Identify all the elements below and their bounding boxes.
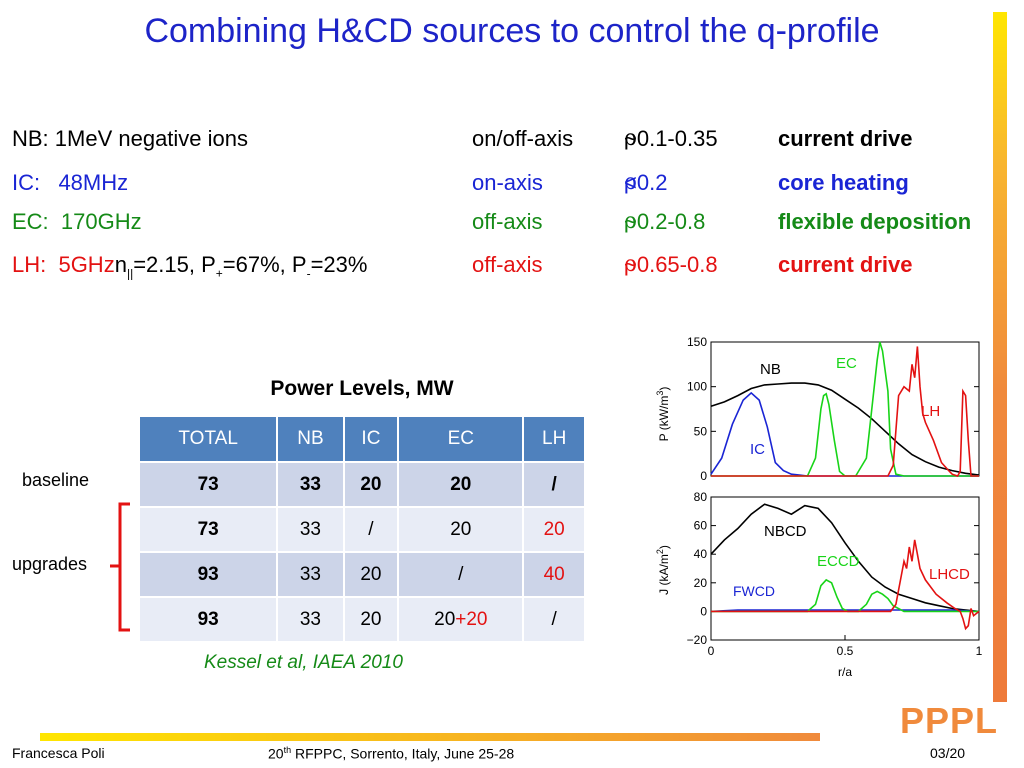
table-cell: 20 <box>397 461 525 508</box>
y-tick-label: −20 <box>687 633 708 647</box>
table-cell: / <box>522 461 586 508</box>
series-label: ECCD <box>817 553 860 570</box>
table-row: 93 33 20/40 <box>137 551 586 598</box>
y-tick-label: 0 <box>700 469 707 483</box>
y-tick-label: 60 <box>694 519 708 533</box>
row-label-baseline: baseline <box>22 470 90 490</box>
y-tick-label: 50 <box>694 424 708 438</box>
table-cell: 33 <box>276 506 345 553</box>
source-rho: ρ ~0.2-0.8 <box>624 209 706 234</box>
series-line-nb <box>710 382 980 476</box>
series-line-lhcd <box>711 539 980 631</box>
table-header-row: TOTAL NB IC EC LH <box>137 415 586 463</box>
sidebar-accent-bar <box>993 12 1007 702</box>
source-rho: ρ <0.2 <box>624 170 668 195</box>
table-cell: / <box>522 596 586 643</box>
table-header-cell: TOTAL <box>137 415 279 463</box>
x-tick-label: 1 <box>976 644 983 658</box>
table-cell: 33 <box>276 596 345 643</box>
table-header-cell: EC <box>397 415 525 463</box>
series-line-lh <box>711 346 979 477</box>
footer-bar <box>40 733 820 741</box>
series-label: NBCD <box>764 523 807 540</box>
series-label: IC <box>750 441 765 458</box>
upgrades-bracket <box>110 502 130 632</box>
y-tick-label: 20 <box>694 576 708 590</box>
source-name: NB: 1MeV negative ions <box>12 126 249 151</box>
table-header-cell: NB <box>276 415 345 463</box>
y-tick-label: 0 <box>700 604 707 618</box>
slide-title: Combining H&CD sources to control the q-… <box>144 12 880 50</box>
power-density-chart: 0 50 100 150 NB EC LH IC P (kW/m3) <box>655 335 980 483</box>
series-label: FWCD <box>733 583 775 599</box>
table-cell: 73 <box>137 461 279 508</box>
source-mode: off-axis <box>472 209 543 234</box>
source-rho: ρ ~0.65-0.8 <box>624 252 718 277</box>
table-cell: 20 <box>342 551 400 598</box>
table-cell: 40 <box>522 551 586 598</box>
footer-author: Francesca Poli <box>12 745 105 761</box>
table-header-cell: LH <box>522 415 586 463</box>
series-label: EC <box>836 355 857 372</box>
source-role: core heating <box>778 170 909 195</box>
table-header-cell: IC <box>342 415 400 463</box>
citation: Kessel et al, IAEA 2010 <box>204 652 403 673</box>
source-rho: ρ ~0.1-0.35 <box>624 126 718 151</box>
series-label: LHCD <box>929 566 970 583</box>
table-cell: 20 <box>522 506 586 553</box>
source-role: current drive <box>778 126 913 151</box>
x-tick-label: 0 <box>708 644 715 658</box>
table-cell: 93 <box>137 596 279 643</box>
y-tick-label: 40 <box>694 547 708 561</box>
table-title: Power Levels, MW <box>270 377 454 400</box>
y-tick-label: 150 <box>687 335 707 349</box>
source-mode: on-axis <box>472 170 543 195</box>
source-role: flexible deposition <box>778 209 972 234</box>
series-label: NB <box>760 361 781 378</box>
source-role: current drive <box>778 252 913 277</box>
table-cell: 20 <box>397 506 525 553</box>
table-cell: 33 <box>276 461 345 508</box>
table-cell: 33 <box>276 551 345 598</box>
footer-conference: 20th RFPPC, Sorrento, Italy, June 25-28 <box>268 745 515 762</box>
source-name: EC: 170GHz <box>12 209 142 234</box>
x-axis-label: r/a <box>838 665 852 679</box>
source-mode: off-axis <box>472 252 543 277</box>
table-row: 73 33 20 20/ <box>137 461 586 508</box>
y-tick-label: 100 <box>687 380 707 394</box>
y-tick-label: 80 <box>694 490 708 504</box>
source-name: LH: 5GHz n||=2.15, P+=67%, P-=23% <box>12 252 368 281</box>
y-axis-label: J (kA/m2) <box>655 545 671 595</box>
footer-page-number: 03/20 <box>930 745 966 761</box>
table-cell: / <box>342 506 400 553</box>
power-levels-table: TOTAL NB IC EC LH 73 33 20 20/73 33/20 20 93 33 20/4… <box>137 415 586 643</box>
row-label-upgrades: upgrades <box>12 554 88 574</box>
source-mode: on/off-axis <box>472 126 574 151</box>
table-cell: 20 <box>342 461 400 508</box>
table-cell: 20+20 <box>397 596 525 643</box>
table-row: 93 33 20 20+20/ <box>137 596 586 643</box>
x-tick-label: 0.5 <box>837 644 854 658</box>
pppl-logo: PPPL <box>900 700 999 741</box>
table-cell: 20 <box>342 596 400 643</box>
series-line-nbcd <box>710 503 980 613</box>
table-cell: 73 <box>137 506 279 553</box>
source-name: IC: 48MHz <box>12 170 129 195</box>
table-cell: / <box>397 551 525 598</box>
y-axis-label: P (kW/m3) <box>655 387 671 442</box>
table-cell: 93 <box>137 551 279 598</box>
series-label: LH <box>921 403 940 420</box>
table-row: 73 33/20 20 <box>137 506 586 553</box>
